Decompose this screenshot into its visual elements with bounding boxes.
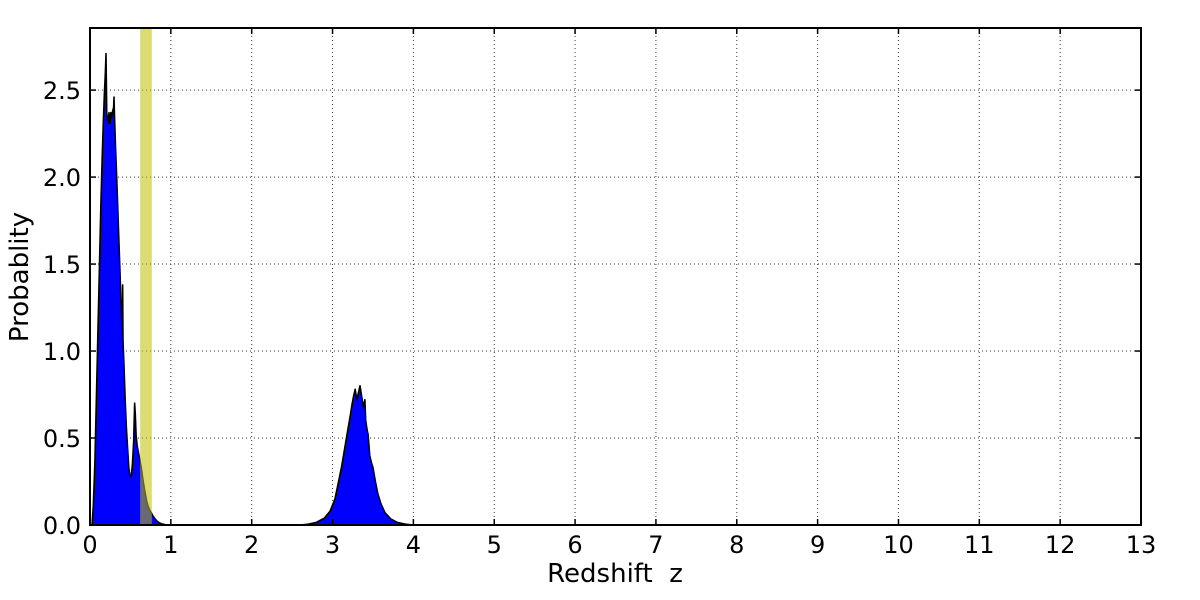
x-tick-label: 5 [487, 531, 502, 559]
x-tick-label: 6 [567, 531, 582, 559]
tick-labels: 0 1 2 3 4 5 6 7 8 9 10 11 12 130.00.51.01.52.02.5 [43, 77, 1156, 559]
x-tick-label: 10 [883, 531, 914, 559]
x-tick-label: 2 [244, 531, 259, 559]
ticks [89, 28, 1142, 526]
highlight-band-layer [140, 28, 152, 525]
x-tick-label: 13 [1126, 531, 1157, 559]
plot-frame [89, 27, 1142, 526]
pdf-high-z-peak [299, 385, 415, 526]
x-tick-label: 0 [82, 531, 97, 559]
y-tick-label: 2.5 [43, 77, 81, 105]
pdf-low-z-peak [91, 52, 171, 526]
y-tick-label: 1.0 [43, 338, 81, 366]
x-tick-label: 1 [163, 531, 178, 559]
y-tick-label: 0.5 [43, 425, 81, 453]
y-tick-label: 0.0 [43, 512, 81, 540]
x-tick-label: 3 [325, 531, 340, 559]
x-tick-label: 9 [810, 531, 825, 559]
y-axis-label: Probablity [5, 212, 35, 342]
y-tick-label: 2.0 [43, 164, 81, 192]
x-tick-label: 12 [1045, 531, 1076, 559]
x-tick-label: 8 [729, 531, 744, 559]
y-tick-label: 1.5 [43, 251, 81, 279]
x-tick-label: 4 [406, 531, 421, 559]
reference-redshift-band [140, 28, 152, 525]
x-tick-label: 11 [964, 531, 995, 559]
x-axis-label: Redshift z [547, 559, 683, 589]
x-tick-label: 7 [648, 531, 663, 559]
gridlines [90, 28, 1141, 525]
